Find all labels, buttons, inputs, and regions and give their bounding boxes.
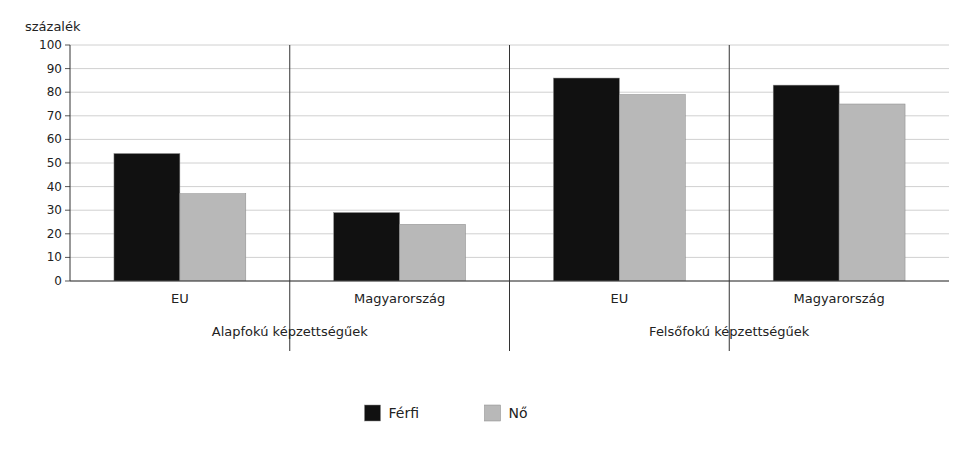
tick-mark bbox=[65, 139, 70, 140]
divider bbox=[729, 45, 730, 351]
group-label: Alapfokú képzettségűek bbox=[212, 324, 368, 339]
divider bbox=[289, 45, 290, 351]
bar bbox=[839, 104, 905, 281]
tick-label: 30 bbox=[47, 203, 62, 217]
tick-label: 70 bbox=[47, 109, 62, 123]
tick-mark bbox=[65, 281, 70, 282]
tick-mark bbox=[65, 210, 70, 211]
tick-label: 10 bbox=[47, 250, 62, 264]
category-label: EU bbox=[611, 291, 629, 306]
tick-mark bbox=[65, 186, 70, 187]
axis-label: százalék bbox=[25, 19, 81, 34]
group-label: Felsőfokú képzettségűek bbox=[649, 324, 810, 339]
legend-swatch bbox=[485, 405, 501, 421]
bar bbox=[400, 224, 466, 281]
bar bbox=[114, 154, 180, 281]
tick-label: 50 bbox=[47, 156, 62, 170]
category-label: Magyarország bbox=[354, 291, 445, 306]
y-axis bbox=[70, 45, 71, 281]
tick-label: 90 bbox=[47, 62, 62, 76]
category-label: EU bbox=[171, 291, 189, 306]
tick-label: 80 bbox=[47, 85, 62, 99]
bar bbox=[334, 213, 400, 281]
tick-label: 20 bbox=[47, 227, 62, 241]
tick-label: 100 bbox=[39, 38, 62, 52]
tick-label: 40 bbox=[47, 180, 62, 194]
tick-mark bbox=[65, 163, 70, 164]
bar bbox=[180, 194, 246, 281]
tick-mark bbox=[65, 45, 70, 46]
legend-label: Férfi bbox=[389, 405, 419, 421]
bar bbox=[553, 78, 619, 281]
tick-mark bbox=[65, 115, 70, 116]
legend-swatch bbox=[365, 405, 381, 421]
category-label: Magyarország bbox=[793, 291, 884, 306]
divider bbox=[509, 45, 510, 351]
tick-mark bbox=[65, 92, 70, 93]
bar bbox=[619, 95, 685, 281]
tick-label: 60 bbox=[47, 132, 62, 146]
bar bbox=[773, 85, 839, 281]
tick-label: 0 bbox=[54, 274, 62, 288]
tick-mark bbox=[65, 68, 70, 69]
chart: 0 10 20 30 40 50 60 70 80 90 100 EU Magyarország EU Ma… bbox=[0, 0, 969, 451]
legend: Férfi Nő bbox=[365, 405, 528, 421]
legend-label: Nő bbox=[509, 405, 528, 421]
tick-mark bbox=[65, 233, 70, 234]
tick-mark bbox=[65, 257, 70, 258]
